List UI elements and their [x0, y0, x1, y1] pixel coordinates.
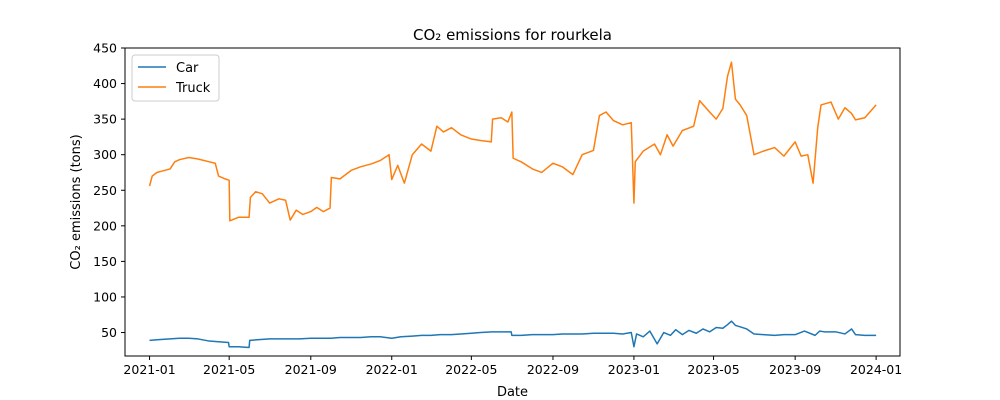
- y-axis-label: CO₂ emissions (tons): [69, 134, 84, 269]
- y-tick-label: 300: [93, 147, 117, 162]
- y-tick-label: 450: [93, 41, 117, 56]
- x-tick-label: 2023-09: [769, 362, 821, 377]
- x-tick-label: 2023-01: [608, 362, 660, 377]
- legend: Car Truck: [131, 54, 220, 102]
- x-tick-label: 2021-09: [285, 362, 337, 377]
- y-tick-label: 200: [93, 218, 117, 233]
- x-tick-label: 2024-01: [850, 362, 902, 377]
- y-tick-label: 50: [101, 325, 117, 340]
- x-tick-label: 2021-05: [203, 362, 255, 377]
- y-tick-label: 100: [93, 289, 117, 304]
- x-tick-label: 2022-09: [527, 362, 579, 377]
- y-tick-label: 350: [93, 112, 117, 127]
- x-tick-label: 2022-05: [445, 362, 497, 377]
- plot-frame: [124, 47, 901, 357]
- x-axis-label: Date: [497, 385, 528, 400]
- x-tick-label: 2023-05: [687, 362, 739, 377]
- x-tick-label: 2022-01: [366, 362, 418, 377]
- y-tick-label: 150: [93, 254, 117, 269]
- series-line-truck: [148, 61, 877, 222]
- legend-label-car: Car: [176, 61, 199, 76]
- chart-title: CO₂ emissions for rourkela: [413, 26, 612, 44]
- plot-lines: [148, 61, 877, 349]
- y-tick-label: 400: [93, 76, 117, 91]
- x-axis-ticks: 2021-01 2021-05 2021-09 2022-01 2022-05 2022-…: [123, 356, 902, 377]
- y-tick-label: 250: [93, 183, 117, 198]
- x-tick-label: 2021-01: [123, 362, 175, 377]
- y-axis-ticks: 50 100 150 200 250 300 350 400 450: [93, 41, 125, 340]
- legend-label-truck: Truck: [175, 81, 211, 96]
- series-line-car: [149, 320, 877, 349]
